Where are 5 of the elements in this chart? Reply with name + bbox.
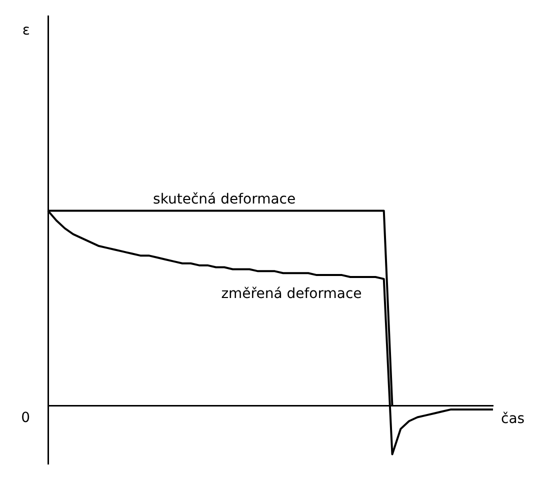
text: ε <box>22 22 30 39</box>
series-label: skutečná deformace <box>153 191 296 208</box>
text: 0 <box>21 410 30 426</box>
x-axis-title: čas <box>501 411 525 428</box>
series-label: změřená deformace <box>221 286 362 302</box>
